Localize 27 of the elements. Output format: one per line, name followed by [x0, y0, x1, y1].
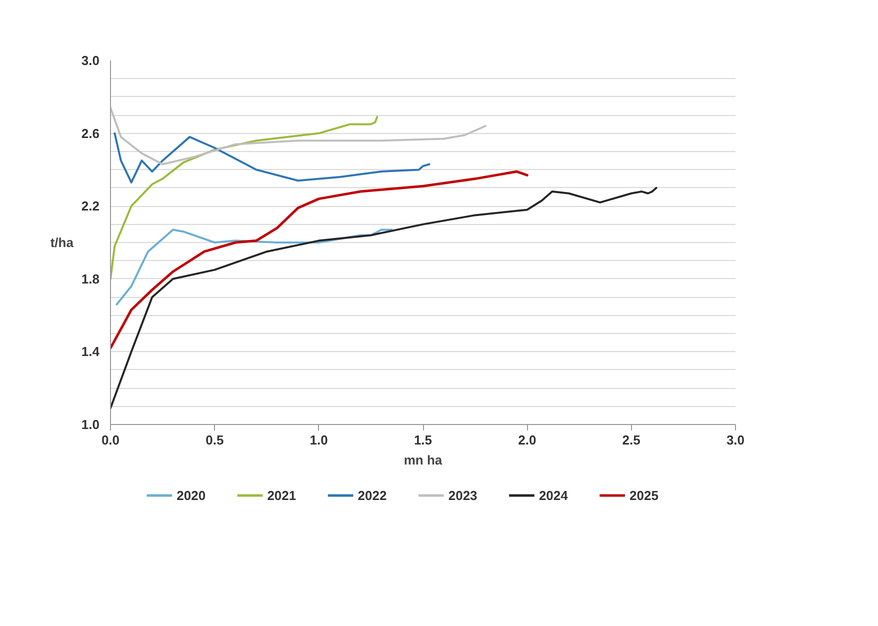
legend-label: 2021: [267, 488, 296, 503]
y-tick-label: 1.8: [81, 271, 100, 286]
legend-label: 2025: [630, 488, 658, 503]
line-series: [110, 116, 378, 280]
x-tick-label: 0.0: [101, 432, 120, 448]
legend-label: 2022: [358, 488, 387, 503]
line-series: [110, 170, 528, 350]
line-series: [116, 228, 393, 306]
line-series: [114, 132, 430, 184]
x-tick-label: 2.0: [518, 432, 536, 448]
legend-label: 2020: [176, 488, 206, 503]
x-tick-label: 0.5: [206, 432, 224, 448]
x-tick-label: 1.5: [414, 432, 432, 448]
y-tick-label: 1.0: [81, 417, 100, 432]
x-axis-title: mn ha: [404, 452, 443, 468]
y-tick-label: 3.0: [81, 53, 100, 68]
legend-label: 2023: [448, 488, 478, 503]
y-tick-label: 2.2: [81, 198, 100, 214]
y-tick-label: 1.4: [81, 344, 100, 360]
legend-label: 2024: [538, 488, 569, 503]
line-series: [110, 106, 486, 166]
x-tick-label: 1.0: [310, 432, 328, 448]
y-axis-title: t/ha: [50, 235, 74, 250]
line-series: [110, 186, 658, 410]
x-tick-label: 2.5: [622, 432, 640, 448]
y-tick-label: 2.6: [81, 126, 100, 141]
x-tick-label: 3.0: [726, 432, 745, 448]
